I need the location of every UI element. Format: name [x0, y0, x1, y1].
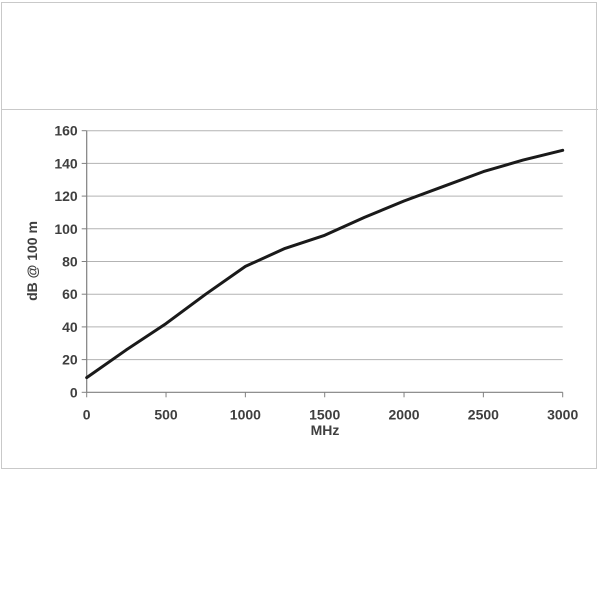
y-tick-label: 80	[62, 254, 78, 270]
y-tick-label: 40	[62, 319, 78, 335]
y-tick-label: 60	[62, 286, 78, 302]
y-tick-label: 120	[54, 188, 78, 204]
frame-divider-line	[1, 109, 598, 110]
y-tick-label: 100	[54, 221, 78, 237]
chart-canvas: 0 20 40 60 80 100 120 140 160 0 500 1000 1500 2000 250…	[54, 123, 578, 423]
series-line-cable-attenuation	[85, 148, 565, 380]
x-tick-label: 2500	[468, 406, 499, 422]
y-tick-label: 20	[62, 352, 78, 368]
y-tick-label: 0	[70, 384, 78, 400]
x-tick-label: 3000	[547, 406, 578, 422]
x-tick-label: 500	[154, 406, 178, 422]
x-axis-title: MHz	[310, 422, 340, 438]
chart-frame	[1, 2, 597, 469]
x-tick-label: 0	[83, 406, 91, 422]
x-tick-label: 2000	[388, 406, 419, 422]
y-tick-label: 140	[54, 155, 78, 171]
y-tick-label: 160	[54, 123, 78, 139]
x-tick-label: 1000	[230, 406, 261, 422]
y-axis-title: dB @ 100 m	[24, 221, 40, 301]
x-tick-label: 1500	[309, 406, 340, 422]
